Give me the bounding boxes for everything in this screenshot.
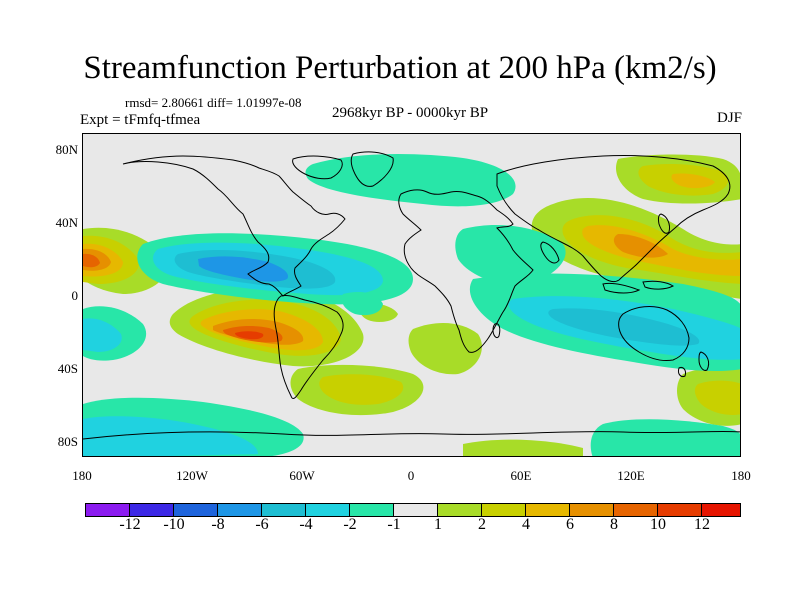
lon-label: 120E [617,468,645,483]
lon-label: 180 [731,468,751,483]
stats-text: rmsd= 2.80661 diff= 1.01997e-08 [125,95,302,110]
lon-label: 180 [72,468,92,483]
lon-label: 60W [289,468,315,483]
coastlines [83,151,740,440]
contour-map [83,134,740,456]
colorbar-swatch [525,503,570,517]
colorbar-label: -1 [387,516,401,533]
colorbar-label: 10 [650,516,666,533]
colorbar-label: -6 [255,516,269,533]
colorbar-swatch [349,503,394,517]
colorbar-swatch [613,503,658,517]
colorbar-label: -2 [343,516,357,533]
plot-title: Streamfunction Perturbation at 200 hPa (… [83,50,717,86]
colorbar-swatch [657,503,702,517]
lon-label: 60E [510,468,532,483]
lat-label: 40N [55,215,78,230]
colorbar-swatch [437,503,482,517]
season-label: DJF [716,110,742,126]
colorbar-swatch [129,503,174,517]
colorbar-label: 6 [566,516,574,533]
colorbar-swatch [701,503,741,517]
colorbar-swatch [173,503,218,517]
lat-label: 80S [57,434,78,449]
colorbar-swatch [85,503,130,517]
colorbar-swatch [305,503,350,517]
lon-label: 120W [176,468,208,483]
colorbar-label: 12 [694,516,710,533]
colorbar-label: -12 [119,516,141,533]
colorbar-label: 2 [478,516,486,533]
contour-fills [83,154,740,456]
lat-label: 40S [57,361,78,376]
map-panel [82,133,741,457]
lon-label: 0 [407,468,415,483]
colorbar-label: -8 [211,516,225,533]
experiment-label: Expt = tFmfq-tfmea [80,112,201,128]
colorbar-label: 1 [434,516,442,533]
colorbar-swatch [217,503,262,517]
colorbar-swatch [481,503,526,517]
colorbar-label: -10 [163,516,185,533]
colorbar-label: 8 [610,516,618,533]
colorbar-swatch [393,503,438,517]
lat-label: 0 [71,288,79,303]
period-label: 2968kyr BP - 0000kyr BP [331,105,489,121]
colorbar-swatch [569,503,614,517]
colorbar-label: 4 [522,516,530,533]
lat-label: 80N [55,142,78,157]
colorbar-swatch [261,503,306,517]
colorbar-label: -4 [299,516,313,533]
